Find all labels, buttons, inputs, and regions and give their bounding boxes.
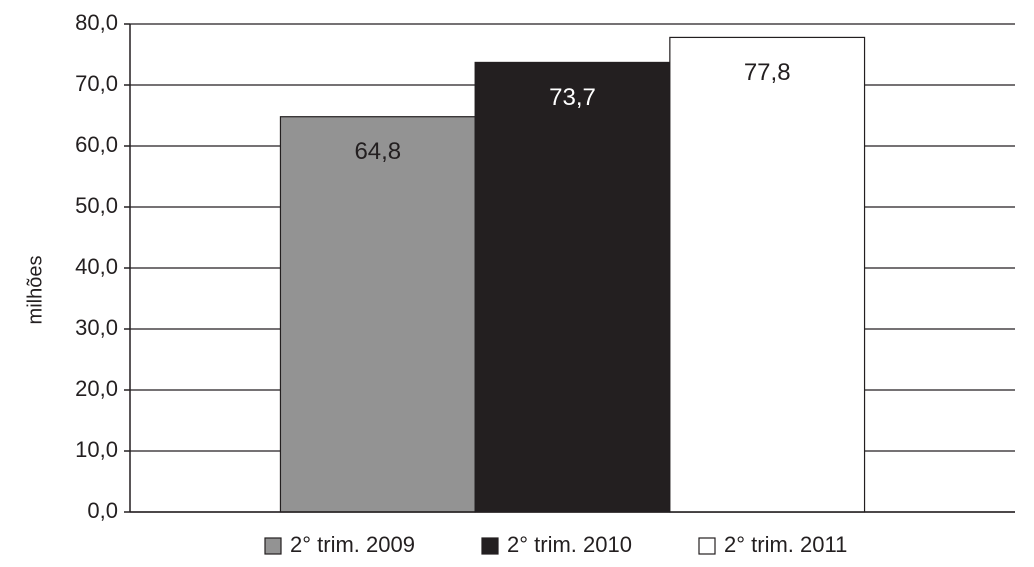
y-tick-label: 30,0 [75, 315, 118, 340]
y-tick-label: 40,0 [75, 254, 118, 279]
data-label: 73,7 [549, 84, 596, 111]
y-tick-label: 0,0 [87, 498, 118, 523]
y-tick-label: 60,0 [75, 132, 118, 157]
data-label: 64,8 [354, 138, 401, 165]
legend-label: 2° trim. 2010 [507, 532, 632, 557]
legend-swatch [264, 537, 282, 555]
bar [669, 36, 866, 513]
legend-label: 2° trim. 2009 [290, 532, 415, 557]
y-tick-label: 70,0 [75, 71, 118, 96]
y-tick-label: 10,0 [75, 437, 118, 462]
legend-swatch [698, 537, 716, 555]
legend-label: 2° trim. 2011 [724, 532, 847, 557]
legend-swatch [481, 537, 499, 555]
y-tick-label: 50,0 [75, 193, 118, 218]
y-axis-label: milhões [24, 256, 46, 325]
y-tick-label: 80,0 [75, 10, 118, 35]
y-tick-label: 20,0 [75, 376, 118, 401]
bar [279, 116, 476, 513]
data-label: 77,8 [744, 59, 791, 86]
bar [474, 61, 671, 513]
